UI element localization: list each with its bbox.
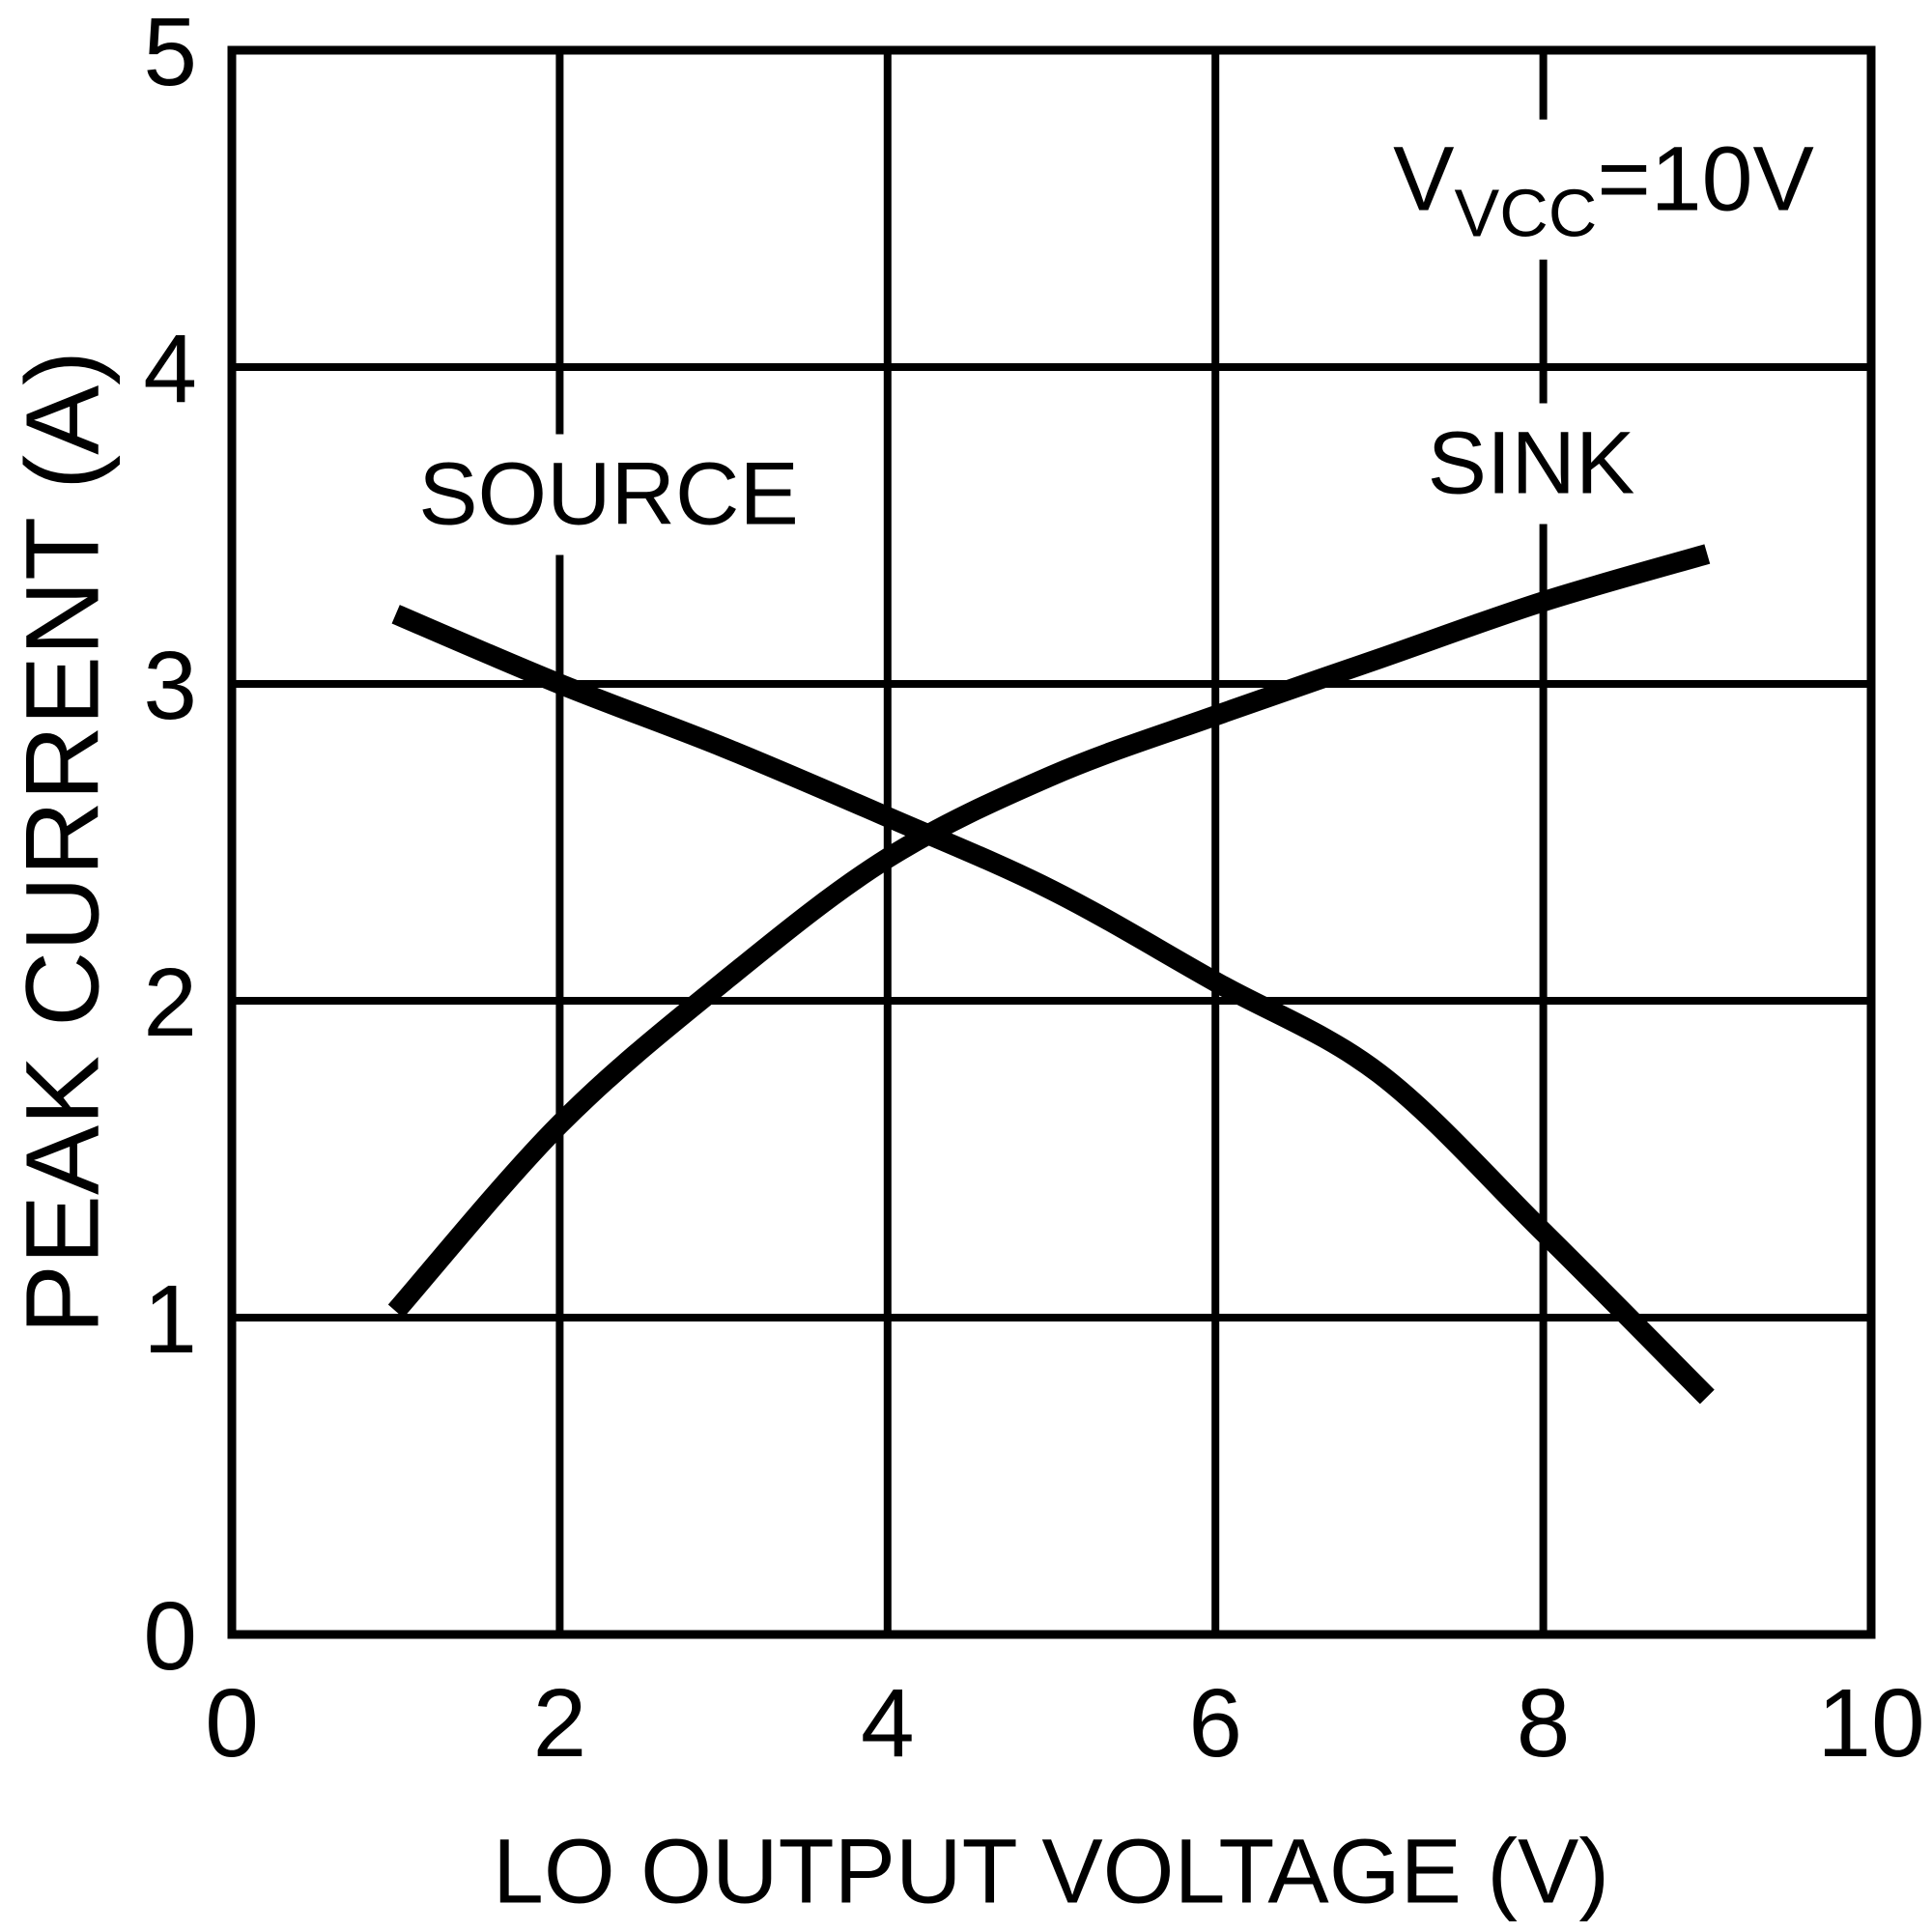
x-tick-label-4: 4 xyxy=(861,1669,915,1777)
plot-border-rect xyxy=(227,45,1876,1639)
x-axis-title: LO OUTPUT VOLTAGE (V) xyxy=(492,1820,1610,1923)
source-curve xyxy=(391,605,1715,1405)
y-axis-title: PEAK CURRENT (A) xyxy=(3,350,121,1335)
plot-border xyxy=(227,45,1876,1639)
vcc-annotation-suffix: =10V xyxy=(1597,128,1814,231)
gridlines xyxy=(232,50,1871,1634)
curves xyxy=(387,544,1715,1405)
x-tick-label-8: 8 xyxy=(1517,1669,1571,1777)
x-tick-label-6: 6 xyxy=(1188,1669,1242,1777)
vcc-annotation: VVCC=10V xyxy=(1378,119,1830,260)
x-tick-label-0: 0 xyxy=(205,1669,259,1777)
tick-labels: 0 2 4 6 8 10 0 1 2 3 4 5 xyxy=(143,0,1924,1777)
source-curve-label: SOURCE xyxy=(395,434,822,555)
y-tick-label-2: 2 xyxy=(143,949,197,1057)
sink-curve xyxy=(387,544,1711,1319)
y-tick-label-5: 5 xyxy=(143,0,197,106)
vcc-annotation-subscript: VCC xyxy=(1454,175,1598,251)
y-tick-label-0: 0 xyxy=(143,1582,197,1690)
vcc-annotation-prefix: V xyxy=(1393,128,1455,231)
y-tick-label-4: 4 xyxy=(143,315,197,423)
y-tick-label-1: 1 xyxy=(143,1265,197,1374)
x-tick-label-2: 2 xyxy=(533,1669,587,1777)
x-tick-label-10: 10 xyxy=(1817,1669,1924,1777)
sink-curve-label: SINK xyxy=(1404,403,1659,525)
y-tick-label-3: 3 xyxy=(143,632,197,740)
